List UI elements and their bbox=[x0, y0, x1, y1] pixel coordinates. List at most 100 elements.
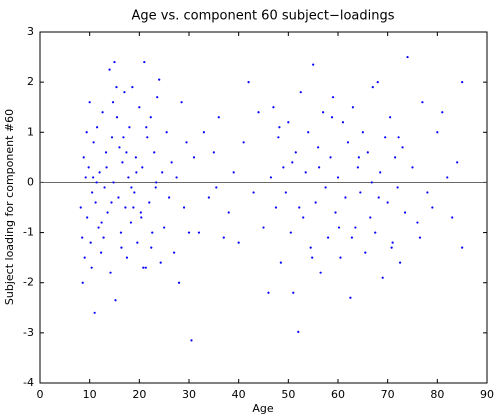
x-tick-label: 30 bbox=[182, 388, 196, 401]
point bbox=[170, 161, 173, 164]
point bbox=[110, 136, 114, 139]
point bbox=[406, 55, 409, 59]
point bbox=[140, 216, 143, 219]
x-tick-label: 20 bbox=[132, 388, 146, 401]
point bbox=[299, 91, 302, 94]
point bbox=[334, 211, 337, 214]
point bbox=[398, 261, 402, 264]
point bbox=[131, 86, 134, 89]
point bbox=[145, 126, 148, 129]
point bbox=[134, 156, 137, 159]
point bbox=[192, 156, 196, 159]
point bbox=[154, 186, 157, 189]
point bbox=[133, 191, 136, 194]
point bbox=[91, 191, 94, 194]
point bbox=[322, 111, 325, 114]
point bbox=[111, 101, 115, 104]
point bbox=[252, 191, 255, 194]
point bbox=[90, 266, 93, 269]
point bbox=[87, 166, 90, 169]
point bbox=[426, 191, 429, 194]
y-tick-label: 2 bbox=[27, 75, 34, 88]
point bbox=[155, 181, 158, 184]
point bbox=[318, 166, 321, 169]
point bbox=[331, 96, 335, 99]
point bbox=[294, 151, 297, 154]
point bbox=[79, 206, 82, 209]
point bbox=[207, 196, 210, 199]
point bbox=[227, 211, 230, 214]
point bbox=[357, 156, 360, 159]
point bbox=[386, 201, 389, 204]
point bbox=[396, 186, 399, 189]
point bbox=[141, 166, 144, 169]
y-tick-label: -1 bbox=[23, 226, 34, 239]
point bbox=[282, 166, 285, 169]
point bbox=[247, 81, 250, 84]
point bbox=[456, 161, 459, 164]
point bbox=[312, 63, 315, 66]
point bbox=[122, 136, 125, 139]
point bbox=[93, 311, 96, 314]
x-tick-label: 50 bbox=[281, 388, 295, 401]
point bbox=[115, 86, 118, 89]
point bbox=[441, 111, 444, 114]
point bbox=[84, 176, 87, 179]
x-axis-label: Age bbox=[252, 402, 274, 415]
y-tick-label: 1 bbox=[27, 125, 34, 138]
point bbox=[81, 236, 84, 239]
point bbox=[304, 171, 307, 174]
point bbox=[86, 216, 89, 219]
point bbox=[371, 86, 374, 89]
point bbox=[354, 226, 357, 229]
point bbox=[379, 171, 382, 174]
point bbox=[182, 206, 186, 209]
point bbox=[94, 201, 97, 204]
point bbox=[197, 231, 201, 234]
point bbox=[180, 101, 183, 104]
point bbox=[128, 126, 131, 129]
point bbox=[89, 241, 92, 244]
point bbox=[262, 226, 265, 229]
point bbox=[132, 206, 135, 209]
point bbox=[92, 141, 95, 144]
point bbox=[177, 281, 181, 284]
point bbox=[411, 166, 414, 169]
point bbox=[278, 126, 281, 129]
point bbox=[326, 236, 330, 239]
y-tick-label: -2 bbox=[23, 276, 34, 289]
point bbox=[175, 176, 178, 179]
point bbox=[100, 221, 103, 224]
point bbox=[150, 246, 153, 249]
point bbox=[129, 221, 132, 224]
point bbox=[106, 211, 109, 214]
point bbox=[366, 151, 369, 154]
point bbox=[401, 146, 404, 149]
point bbox=[190, 339, 193, 342]
point bbox=[298, 206, 301, 209]
point bbox=[237, 241, 240, 244]
plot-frame bbox=[39, 31, 488, 384]
point bbox=[187, 231, 191, 234]
point bbox=[257, 111, 260, 114]
x-tick-label: 40 bbox=[232, 388, 246, 401]
point bbox=[351, 106, 354, 109]
point bbox=[232, 171, 235, 174]
point bbox=[461, 81, 464, 84]
point bbox=[339, 256, 342, 259]
point bbox=[314, 201, 317, 204]
point bbox=[451, 216, 454, 219]
point bbox=[99, 251, 103, 254]
point bbox=[119, 231, 123, 234]
point bbox=[81, 281, 84, 284]
point bbox=[291, 161, 294, 164]
point bbox=[446, 176, 449, 179]
point bbox=[168, 196, 171, 199]
point bbox=[173, 251, 176, 254]
point bbox=[117, 196, 120, 199]
y-tick-label: 3 bbox=[27, 25, 34, 38]
y-tick-label: -3 bbox=[23, 326, 34, 339]
point bbox=[391, 241, 394, 244]
point bbox=[124, 206, 127, 209]
